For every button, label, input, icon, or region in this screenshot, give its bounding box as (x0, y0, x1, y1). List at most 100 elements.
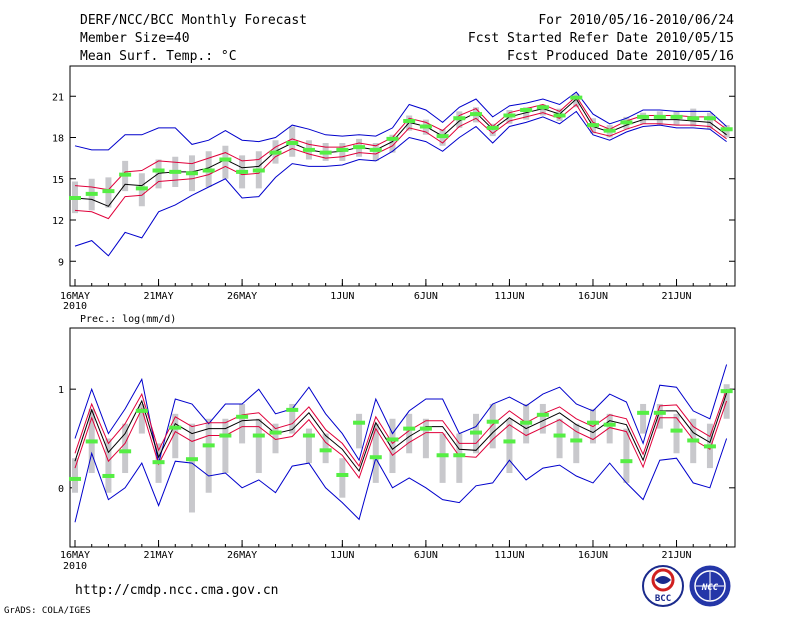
median-mark (319, 150, 332, 155)
spread-box (539, 104, 546, 116)
median-mark (69, 196, 82, 200)
median-mark (236, 169, 249, 174)
median-mark (570, 438, 583, 443)
x-tick-label: 11JUN (494, 291, 524, 302)
x-tick-label: 11JUN (494, 550, 524, 561)
spread-box (172, 413, 179, 459)
spread-box (356, 413, 363, 449)
spread-box (289, 403, 296, 434)
footer-url[interactable]: http://cmdp.ncc.cma.gov.cn (75, 583, 279, 598)
mean-line (74, 98, 727, 207)
median-mark (269, 430, 282, 435)
median-mark (703, 116, 716, 121)
spread-box (389, 134, 396, 153)
y-tick-label: 18 (52, 134, 64, 145)
x-tick-label: 1JUN (330, 550, 354, 561)
spread-box (105, 438, 112, 493)
median-mark (135, 408, 148, 413)
spread-box (623, 428, 630, 483)
median-mark (369, 147, 382, 152)
header-title: DERF/NCC/BCC Monthly Forecast (80, 13, 307, 28)
median-mark (620, 120, 633, 125)
median-mark (386, 136, 399, 141)
x-tick-label: 16MAY (60, 550, 90, 561)
footer-credit: GrADS: COLA/IGES (4, 606, 91, 616)
x-tick-year: 2010 (63, 561, 87, 572)
bcc-logo-text: BCC (655, 594, 671, 604)
spread-box (673, 413, 680, 454)
upper-sd-line (74, 95, 727, 191)
upper-sd-line (74, 389, 728, 468)
spread-box (422, 418, 429, 459)
x-tick-label: 6JUN (414, 291, 438, 302)
spread-box (255, 418, 262, 474)
header-period: For 2010/05/16-2010/06/24 (538, 13, 734, 28)
max-line (74, 91, 727, 151)
median-mark (653, 114, 666, 119)
spread-box (138, 403, 145, 434)
spread-box (706, 112, 713, 130)
median-mark (419, 426, 432, 431)
spread-box (640, 403, 647, 434)
spread-box (339, 143, 346, 161)
median-mark (336, 472, 349, 477)
x-tick-year: 2010 (63, 301, 87, 312)
median-mark (202, 168, 215, 173)
median-mark (286, 407, 299, 412)
spread-box (122, 423, 129, 474)
median-mark (603, 128, 616, 133)
median-mark (102, 189, 115, 194)
median-mark (152, 168, 165, 173)
median-mark (169, 425, 182, 430)
median-mark (319, 448, 332, 453)
x-tick-label: 6JUN (414, 550, 438, 561)
median-mark (453, 116, 466, 121)
median-mark (637, 114, 650, 119)
median-mark (703, 444, 716, 449)
median-mark (252, 433, 265, 438)
median-mark (336, 147, 349, 152)
spread-box (188, 423, 195, 513)
spread-box (72, 458, 79, 493)
spread-box (489, 123, 496, 137)
ncc-logo-text: NCC (701, 583, 719, 593)
median-mark (419, 124, 432, 129)
median-mark (353, 145, 366, 150)
spread-box (723, 125, 730, 138)
spread-box (372, 143, 379, 161)
x-tick-label: 26MAY (227, 550, 257, 561)
spread-box (656, 403, 663, 429)
lower-sd-line (74, 103, 727, 220)
header-fcst-produced: Fcst Produced Date 2010/05/16 (507, 49, 734, 64)
median-mark (720, 389, 733, 394)
median-mark (403, 426, 416, 431)
median-mark (286, 141, 299, 145)
min-line (74, 438, 728, 523)
median-mark (536, 412, 549, 417)
median-mark (302, 433, 315, 438)
spread-box (205, 418, 212, 493)
x-tick-label: 1JUN (330, 291, 354, 302)
median-mark (670, 428, 683, 433)
median-mark (453, 453, 466, 458)
precip-panel-title: Prec.: log(mm/d) (80, 314, 176, 325)
median-mark (586, 123, 599, 128)
median-mark (670, 114, 683, 119)
median-mark (503, 439, 516, 444)
median-mark (69, 476, 82, 481)
spread-box (372, 423, 379, 483)
spread-box (489, 403, 496, 449)
median-mark (135, 186, 148, 191)
header-fcst-started: Fcst Started Refer Date 2010/05/15 (468, 31, 734, 46)
spread-box (456, 433, 463, 483)
median-mark (687, 438, 700, 443)
mean-line (74, 392, 728, 473)
median-mark (85, 191, 98, 196)
median-mark (436, 453, 449, 458)
median-mark (520, 420, 533, 425)
ncc-logo: NCC (688, 564, 732, 608)
y-tick-label: 1 (58, 385, 64, 396)
